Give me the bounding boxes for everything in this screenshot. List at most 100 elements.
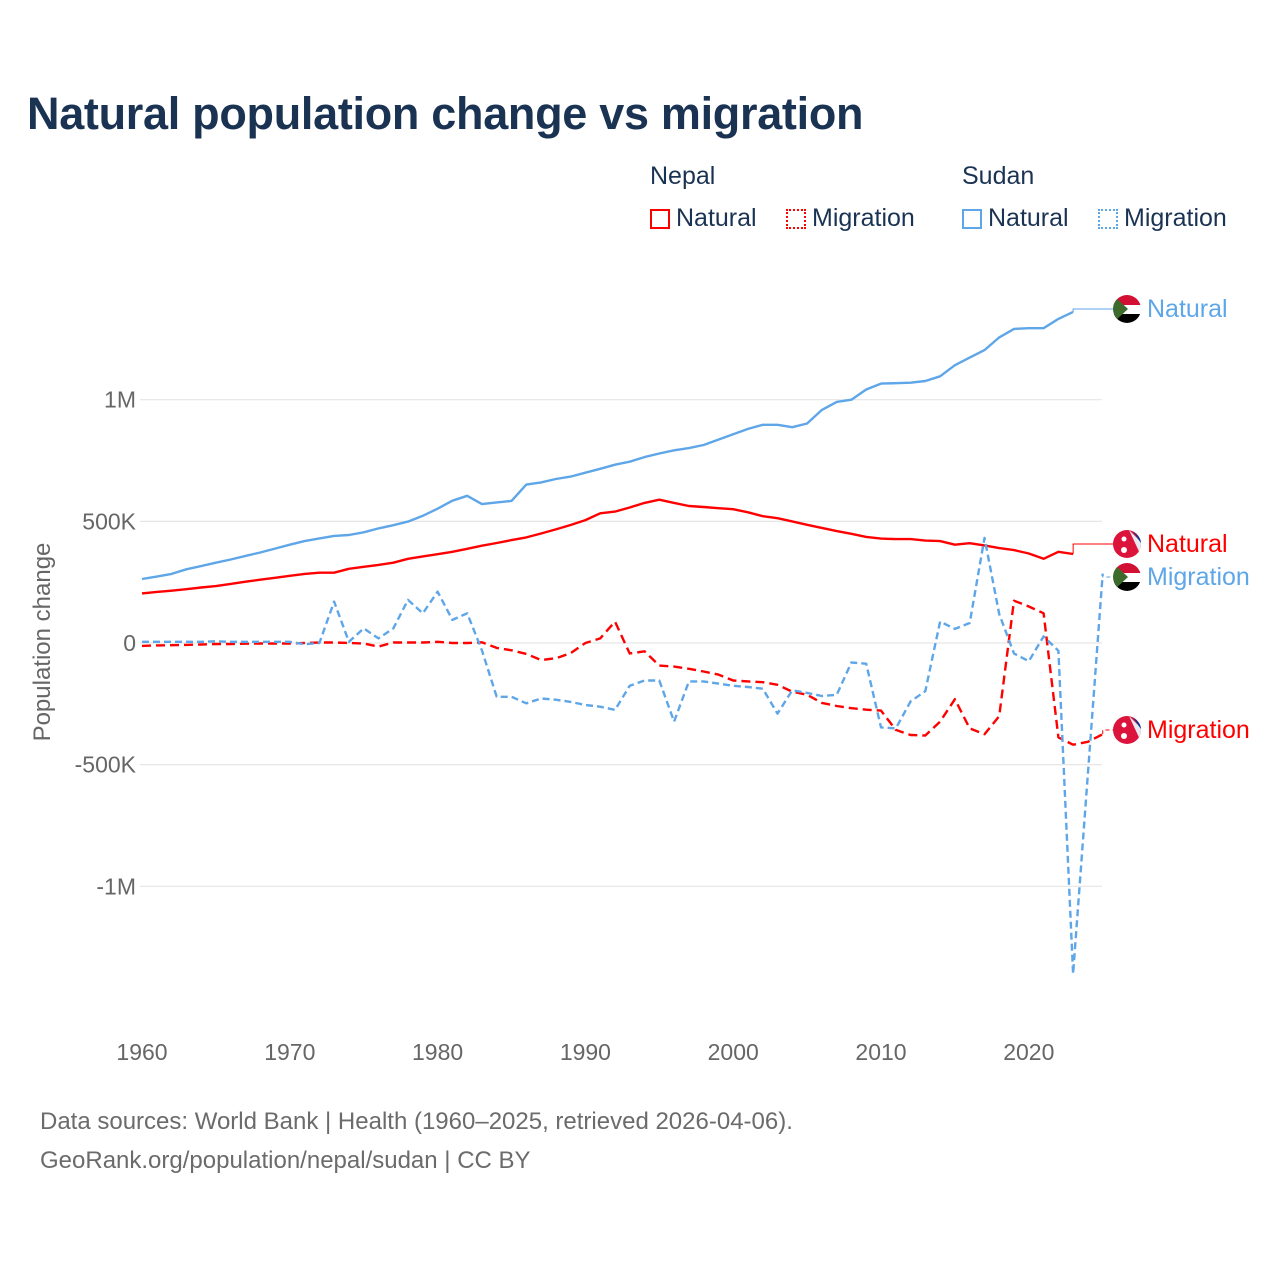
data-point <box>435 589 441 595</box>
data-point <box>701 504 707 510</box>
data-point <box>479 647 485 653</box>
data-point <box>1011 326 1017 332</box>
x-tick-label: 2010 <box>855 1039 906 1065</box>
x-axis-ticks: 1960 1970 1980 1990 2000 2010 2020 <box>116 1039 1054 1065</box>
data-point <box>464 610 470 616</box>
data-point <box>361 625 367 631</box>
label-connector <box>1102 573 1113 578</box>
data-point <box>1041 633 1047 639</box>
data-point <box>435 639 441 645</box>
label-connector <box>1072 308 1113 312</box>
data-point <box>523 700 529 706</box>
data-point <box>390 522 396 528</box>
data-point <box>952 696 958 702</box>
data-point <box>257 577 263 583</box>
data-point <box>272 639 278 645</box>
data-point <box>819 693 825 699</box>
data-point <box>893 380 899 386</box>
data-point <box>523 534 529 540</box>
data-point <box>730 431 736 437</box>
series-line-sudan-migration <box>142 536 1104 976</box>
data-point <box>760 686 766 692</box>
data-point <box>937 619 943 625</box>
data-point <box>597 704 603 710</box>
data-point <box>420 610 426 616</box>
data-point <box>1026 550 1032 556</box>
data-point <box>464 640 470 646</box>
data-point <box>1055 549 1061 555</box>
x-tick-label: 1990 <box>560 1039 611 1065</box>
legend-item-sudan-natural[interactable]: Natural <box>962 204 1069 233</box>
data-point <box>745 509 751 515</box>
data-point <box>715 437 721 443</box>
end-label: Migration <box>1147 716 1250 744</box>
data-point <box>449 617 455 623</box>
data-point <box>967 620 973 626</box>
data-point <box>405 519 411 525</box>
data-point <box>775 515 781 521</box>
data-point <box>686 678 692 684</box>
data-point <box>538 695 544 701</box>
data-point <box>375 562 381 568</box>
data-point <box>967 540 973 546</box>
data-point <box>627 683 633 689</box>
legend-item-sudan-migration[interactable]: Migration <box>1098 204 1227 233</box>
data-point <box>922 538 928 544</box>
data-point <box>375 525 381 531</box>
legend-country-sudan: Sudan <box>962 162 1035 190</box>
data-point <box>686 503 692 509</box>
data-point <box>760 679 766 685</box>
data-point <box>996 611 1002 617</box>
data-point <box>834 528 840 534</box>
data-point <box>952 362 958 368</box>
legend-item-nepal-migration[interactable]: Migration <box>786 204 915 233</box>
y-tick-label: 1M <box>104 387 136 413</box>
data-point <box>154 589 160 595</box>
data-point <box>1026 604 1032 610</box>
data-point <box>553 655 559 661</box>
data-point <box>183 566 189 572</box>
data-point <box>346 532 352 538</box>
data-point <box>804 522 810 528</box>
chart-title: Natural population change vs migration <box>27 88 864 139</box>
data-point <box>405 597 411 603</box>
series-line-sudan-natural <box>141 310 1074 581</box>
data-point <box>922 378 928 384</box>
end-label: Migration <box>1147 563 1250 591</box>
data-point <box>1055 316 1061 322</box>
data-point <box>242 579 248 585</box>
data-point <box>449 498 455 504</box>
data-point <box>878 536 884 542</box>
data-point <box>627 459 633 465</box>
data-point <box>139 590 145 596</box>
data-point <box>316 570 322 576</box>
legend-swatch-dotted-icon <box>1098 208 1118 229</box>
data-point <box>701 442 707 448</box>
y-tick-label: 500K <box>82 508 136 534</box>
end-label: Natural <box>1147 530 1228 558</box>
data-point <box>509 498 515 504</box>
data-point <box>819 700 825 706</box>
data-point <box>627 650 633 656</box>
data-point <box>908 536 914 542</box>
nepal-flag-icon <box>1113 716 1141 744</box>
data-point <box>331 570 337 576</box>
data-point <box>331 533 337 539</box>
data-point <box>996 545 1002 551</box>
data-point <box>967 355 973 361</box>
legend-item-nepal-natural[interactable]: Natural <box>650 204 757 233</box>
data-point <box>242 553 248 559</box>
data-point <box>494 645 500 651</box>
data-point <box>848 659 854 665</box>
data-point <box>760 513 766 519</box>
data-point <box>435 506 441 512</box>
data-point <box>331 640 337 646</box>
y-tick-label: 0 <box>123 630 136 656</box>
data-point <box>538 479 544 485</box>
data-point <box>908 380 914 386</box>
data-point <box>287 573 293 579</box>
data-point <box>952 542 958 548</box>
data-point <box>981 731 987 737</box>
legend-label: Natural <box>988 204 1069 232</box>
